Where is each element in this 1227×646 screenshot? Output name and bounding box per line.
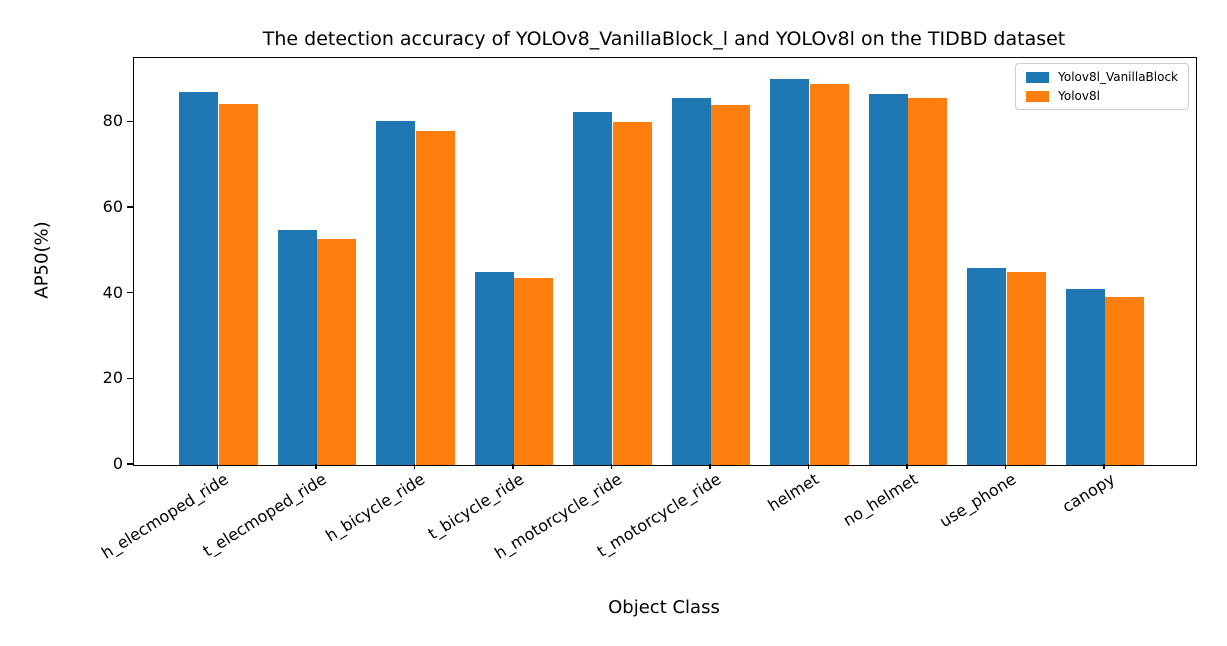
x-tick-label: canopy — [1058, 469, 1119, 517]
chart-title: The detection accuracy of YOLOv8_Vanilla… — [262, 28, 1066, 50]
bar-s1-c5 — [711, 105, 751, 465]
bar-s0-c0 — [179, 92, 219, 465]
bar-s0-c3 — [474, 272, 514, 465]
x-axis-label: Object Class — [608, 597, 720, 618]
bar-s0-c2 — [376, 121, 416, 465]
y-tick-label: 40 — [102, 282, 123, 302]
legend-label: Yolov8l_VanillaBlock — [1058, 70, 1178, 84]
x-tick-mark — [413, 464, 416, 469]
bar-s1-c4 — [612, 122, 652, 465]
bar-s1-c8 — [1006, 272, 1046, 465]
bar-s1-c7 — [908, 98, 948, 465]
bar-s0-c4 — [573, 112, 613, 465]
bar-s0-c7 — [868, 94, 908, 465]
x-tick-label: no_helmet — [839, 469, 922, 530]
y-tick-label: 20 — [102, 368, 123, 388]
x-tick-mark — [906, 464, 908, 469]
x-tick-mark — [610, 464, 613, 469]
legend: Yolov8l_VanillaBlock Yolov8l — [1015, 63, 1189, 110]
x-tick-mark — [216, 464, 219, 469]
x-tick-label: helmet — [764, 469, 823, 516]
plot-area: Yolov8l_VanillaBlock Yolov8l — [133, 57, 1197, 466]
y-tick-label: 80 — [102, 111, 123, 131]
x-tick-label: t_bicycle_ride — [424, 469, 528, 544]
x-tick-label: h_bicycle_ride — [322, 469, 429, 546]
bar-s0-c9 — [1065, 288, 1105, 465]
y-tick-label: 0 — [112, 454, 123, 473]
bar-s1-c2 — [415, 130, 455, 465]
x-tick-mark — [1103, 464, 1105, 469]
x-tick-mark — [807, 464, 810, 469]
y-tick-label: 60 — [102, 196, 123, 216]
bar-s0-c1 — [277, 230, 317, 465]
x-tick-label: use_phone — [936, 469, 1020, 532]
legend-label: Yolov8l — [1058, 89, 1100, 103]
y-tick-mark — [127, 120, 133, 122]
x-tick-mark — [709, 464, 711, 469]
y-tick-mark — [127, 206, 133, 208]
y-tick-mark — [127, 463, 133, 465]
bar-s1-c9 — [1105, 297, 1145, 465]
bar-s1-c6 — [809, 84, 849, 465]
x-tick-mark — [512, 464, 514, 469]
y-tick-mark — [127, 377, 133, 380]
bar-s1-c3 — [514, 277, 554, 465]
bar-s0-c8 — [967, 267, 1007, 465]
legend-swatch-orange-icon — [1026, 90, 1050, 102]
x-tick-mark — [1004, 464, 1007, 469]
legend-swatch-blue-icon — [1026, 71, 1050, 83]
y-tick-mark — [127, 291, 133, 294]
bar-s0-c5 — [671, 98, 711, 465]
legend-item: Yolov8l — [1026, 90, 1178, 102]
bar-s0-c6 — [770, 79, 810, 465]
y-axis-label: AP50(%) — [31, 221, 53, 299]
bar-s1-c1 — [317, 239, 357, 465]
legend-item: Yolov8l_VanillaBlock — [1026, 71, 1178, 83]
bar-s1-c0 — [218, 104, 258, 465]
x-tick-mark — [315, 464, 317, 469]
